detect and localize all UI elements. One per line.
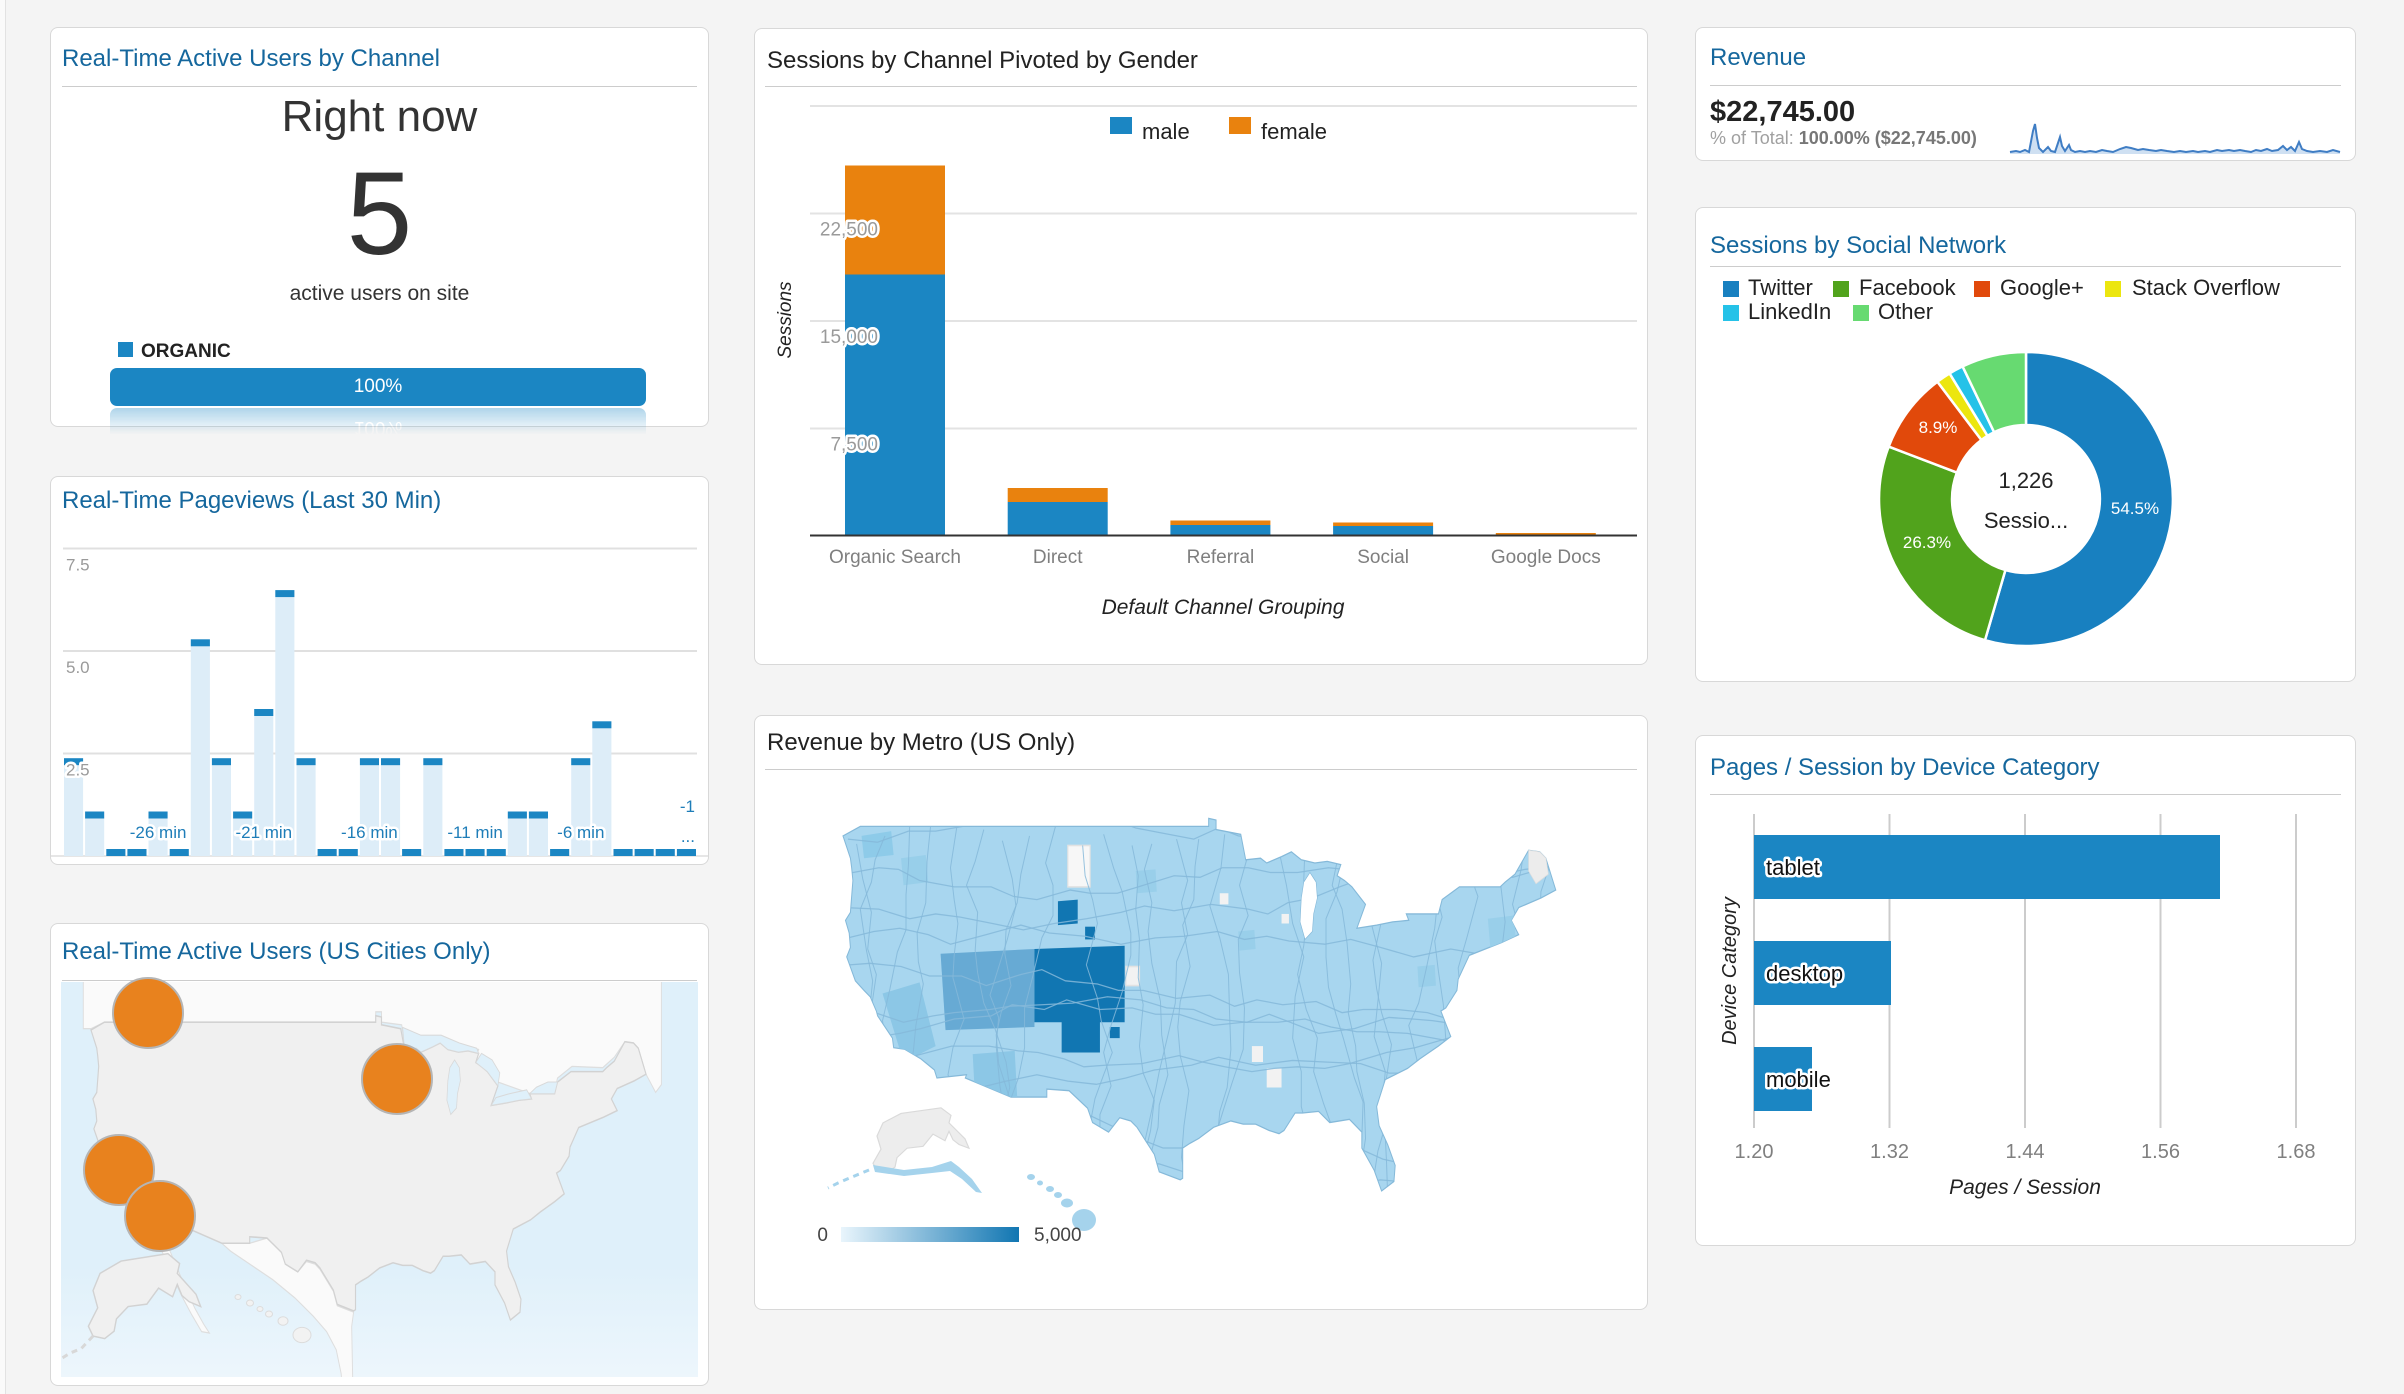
svg-text:7.5: 7.5 bbox=[66, 556, 90, 575]
svg-text:-1: -1 bbox=[680, 797, 695, 816]
svg-text:Sessio...: Sessio... bbox=[1984, 508, 2068, 533]
svg-text:Referral: Referral bbox=[1187, 547, 1255, 568]
svg-text:-26 min: -26 min bbox=[130, 823, 187, 842]
svg-text:1.68: 1.68 bbox=[2277, 1141, 2316, 1163]
svg-text:Device Category: Device Category bbox=[1719, 896, 1741, 1045]
svg-text:22,500: 22,500 bbox=[820, 220, 878, 241]
svg-text:Facebook: Facebook bbox=[1859, 275, 1957, 300]
svg-text:1.32: 1.32 bbox=[1870, 1141, 1909, 1163]
svg-text:Direct: Direct bbox=[1033, 547, 1083, 568]
svg-text:desktop: desktop bbox=[1766, 961, 1843, 986]
svg-text:Sessions: Sessions bbox=[775, 281, 796, 359]
svg-text:Default Channel Grouping: Default Channel Grouping bbox=[1102, 596, 1345, 619]
svg-text:1.56: 1.56 bbox=[2141, 1141, 2180, 1163]
svg-text:mobile: mobile bbox=[1766, 1067, 1831, 1092]
svg-text:Twitter: Twitter bbox=[1748, 275, 1813, 300]
svg-text:5.0: 5.0 bbox=[66, 658, 90, 677]
svg-text:-6 min: -6 min bbox=[557, 823, 604, 842]
svg-text:54.5%: 54.5% bbox=[2111, 499, 2159, 518]
svg-text:5,000: 5,000 bbox=[1034, 1225, 1082, 1246]
svg-text:male: male bbox=[1142, 119, 1190, 144]
svg-text:-21 min: -21 min bbox=[235, 823, 292, 842]
svg-text:Google+: Google+ bbox=[2000, 275, 2084, 300]
svg-text:Other: Other bbox=[1878, 299, 1933, 324]
svg-text:1.44: 1.44 bbox=[2006, 1141, 2045, 1163]
svg-text:1.20: 1.20 bbox=[1735, 1141, 1774, 1163]
svg-text:15,000: 15,000 bbox=[820, 327, 878, 348]
svg-text:...: ... bbox=[681, 827, 695, 846]
svg-text:26.3%: 26.3% bbox=[1903, 533, 1951, 552]
svg-text:Organic Search: Organic Search bbox=[829, 547, 961, 568]
svg-text:Pages / Session: Pages / Session bbox=[1949, 1176, 2101, 1199]
svg-text:-11 min: -11 min bbox=[447, 823, 502, 842]
svg-text:-16 min: -16 min bbox=[341, 823, 398, 842]
svg-text:1,226: 1,226 bbox=[1998, 468, 2053, 493]
svg-text:0: 0 bbox=[817, 1225, 828, 1246]
svg-text:tablet: tablet bbox=[1766, 855, 1820, 880]
svg-text:Social: Social bbox=[1357, 547, 1409, 568]
svg-text:8.9%: 8.9% bbox=[1919, 418, 1958, 437]
svg-text:female: female bbox=[1261, 119, 1327, 144]
svg-text:7,500: 7,500 bbox=[830, 435, 878, 456]
svg-text:LinkedIn: LinkedIn bbox=[1748, 299, 1831, 324]
svg-text:Google Docs: Google Docs bbox=[1491, 547, 1601, 568]
svg-text:Stack Overflow: Stack Overflow bbox=[2132, 275, 2280, 300]
svg-text:2.5: 2.5 bbox=[66, 761, 90, 780]
